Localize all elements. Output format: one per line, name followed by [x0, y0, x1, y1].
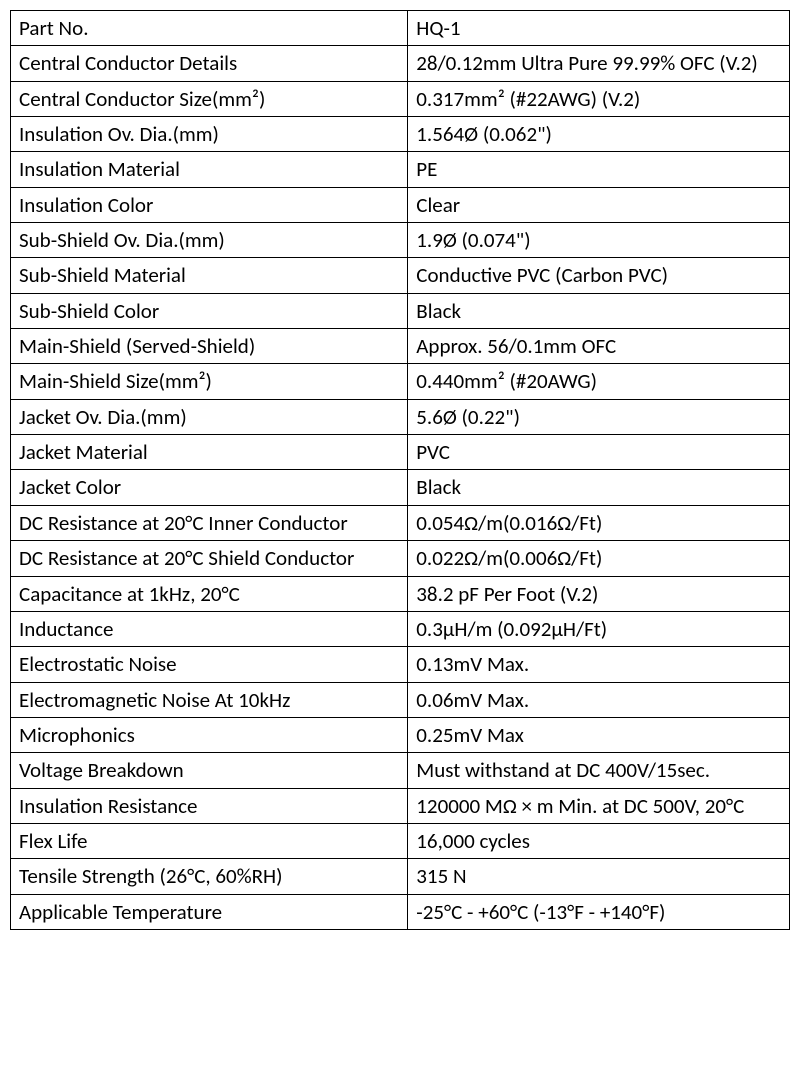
spec-label: Main-Shield Size(mm²): [11, 364, 408, 399]
spec-label: Insulation Material: [11, 152, 408, 187]
spec-value: Black: [408, 470, 790, 505]
spec-table-body: Part No.HQ-1Central Conductor Details28/…: [11, 11, 790, 930]
table-row: Sub-Shield Ov. Dia.(mm)1.9Ø (0.074"): [11, 223, 790, 258]
spec-value: Approx. 56/0.1mm OFC: [408, 329, 790, 364]
spec-label: Main-Shield (Served-Shield): [11, 329, 408, 364]
spec-label: DC Resistance at 20°C Shield Conductor: [11, 541, 408, 576]
spec-value: PVC: [408, 435, 790, 470]
table-row: DC Resistance at 20°C Shield Conductor0.…: [11, 541, 790, 576]
table-row: Inductance0.3µH/m (0.092µH/Ft): [11, 611, 790, 646]
spec-label: Electrostatic Noise: [11, 647, 408, 682]
table-row: Part No.HQ-1: [11, 11, 790, 46]
table-row: Insulation ColorClear: [11, 187, 790, 222]
spec-label: Jacket Ov. Dia.(mm): [11, 399, 408, 434]
table-row: Insulation Resistance120000 MΩ × m Min. …: [11, 788, 790, 823]
table-row: Capacitance at 1kHz, 20°C38.2 pF Per Foo…: [11, 576, 790, 611]
table-row: Microphonics0.25mV Max: [11, 717, 790, 752]
spec-label: Jacket Color: [11, 470, 408, 505]
table-row: Voltage BreakdownMust withstand at DC 40…: [11, 753, 790, 788]
spec-label: Central Conductor Details: [11, 46, 408, 81]
table-row: Electromagnetic Noise At 10kHz0.06mV Max…: [11, 682, 790, 717]
spec-label: Part No.: [11, 11, 408, 46]
spec-label: Insulation Ov. Dia.(mm): [11, 117, 408, 152]
spec-value: Black: [408, 293, 790, 328]
spec-label: Sub-Shield Ov. Dia.(mm): [11, 223, 408, 258]
spec-value: 16,000 cycles: [408, 823, 790, 858]
spec-value: 38.2 pF Per Foot (V.2): [408, 576, 790, 611]
spec-label: Applicable Temperature: [11, 894, 408, 929]
spec-label: Jacket Material: [11, 435, 408, 470]
spec-table: Part No.HQ-1Central Conductor Details28/…: [10, 10, 790, 930]
table-row: Applicable Temperature-25°C - +60°C (-13…: [11, 894, 790, 929]
table-row: Insulation MaterialPE: [11, 152, 790, 187]
spec-value: 0.440mm² (#20AWG): [408, 364, 790, 399]
spec-value: 5.6Ø (0.22"): [408, 399, 790, 434]
table-row: Sub-Shield ColorBlack: [11, 293, 790, 328]
spec-value: 0.317mm² (#22AWG) (V.2): [408, 81, 790, 116]
table-row: Central Conductor Size(mm²)0.317mm² (#22…: [11, 81, 790, 116]
table-row: Tensile Strength (26°C, 60%RH)315 N: [11, 859, 790, 894]
spec-value: Must withstand at DC 400V/15sec.: [408, 753, 790, 788]
spec-value: Clear: [408, 187, 790, 222]
spec-label: DC Resistance at 20°C Inner Conductor: [11, 505, 408, 540]
spec-value: 120000 MΩ × m Min. at DC 500V, 20°C: [408, 788, 790, 823]
spec-value: 0.13mV Max.: [408, 647, 790, 682]
spec-label: Microphonics: [11, 717, 408, 752]
spec-value: 0.054Ω/m(0.016Ω/Ft): [408, 505, 790, 540]
spec-label: Insulation Resistance: [11, 788, 408, 823]
spec-label: Voltage Breakdown: [11, 753, 408, 788]
table-row: DC Resistance at 20°C Inner Conductor0.0…: [11, 505, 790, 540]
spec-value: Conductive PVC (Carbon PVC): [408, 258, 790, 293]
spec-value: 0.3µH/m (0.092µH/Ft): [408, 611, 790, 646]
spec-label: Capacitance at 1kHz, 20°C: [11, 576, 408, 611]
spec-value: 0.022Ω/m(0.006Ω/Ft): [408, 541, 790, 576]
table-row: Main-Shield (Served-Shield)Approx. 56/0.…: [11, 329, 790, 364]
spec-value: HQ-1: [408, 11, 790, 46]
spec-value: 315 N: [408, 859, 790, 894]
spec-value: 1.564Ø (0.062"): [408, 117, 790, 152]
spec-label: Electromagnetic Noise At 10kHz: [11, 682, 408, 717]
spec-value: 1.9Ø (0.074"): [408, 223, 790, 258]
spec-label: Sub-Shield Material: [11, 258, 408, 293]
spec-value: 28/0.12mm Ultra Pure 99.99% OFC (V.2): [408, 46, 790, 81]
table-row: Central Conductor Details28/0.12mm Ultra…: [11, 46, 790, 81]
spec-label: Tensile Strength (26°C, 60%RH): [11, 859, 408, 894]
table-row: Jacket MaterialPVC: [11, 435, 790, 470]
table-row: Main-Shield Size(mm²)0.440mm² (#20AWG): [11, 364, 790, 399]
table-row: Flex Life16,000 cycles: [11, 823, 790, 858]
table-row: Insulation Ov. Dia.(mm)1.564Ø (0.062"): [11, 117, 790, 152]
spec-value: 0.06mV Max.: [408, 682, 790, 717]
spec-label: Central Conductor Size(mm²): [11, 81, 408, 116]
spec-value: 0.25mV Max: [408, 717, 790, 752]
table-row: Jacket Ov. Dia.(mm)5.6Ø (0.22"): [11, 399, 790, 434]
table-row: Jacket ColorBlack: [11, 470, 790, 505]
spec-label: Inductance: [11, 611, 408, 646]
spec-value: PE: [408, 152, 790, 187]
spec-label: Flex Life: [11, 823, 408, 858]
spec-label: Sub-Shield Color: [11, 293, 408, 328]
table-row: Sub-Shield MaterialConductive PVC (Carbo…: [11, 258, 790, 293]
table-row: Electrostatic Noise0.13mV Max.: [11, 647, 790, 682]
spec-value: -25°C - +60°C (-13°F - +140°F): [408, 894, 790, 929]
spec-label: Insulation Color: [11, 187, 408, 222]
